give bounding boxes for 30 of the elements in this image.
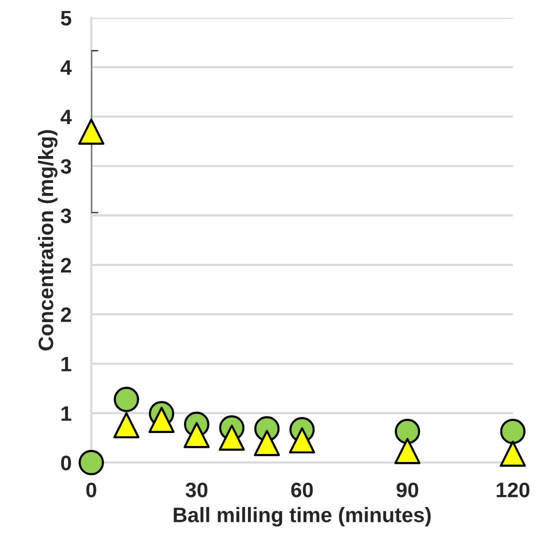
- point: [78, 118, 104, 145]
- y-tick-label: 2: [60, 307, 72, 322]
- point: [218, 424, 245, 451]
- y-tick-label: 1: [62, 406, 72, 421]
- point: [500, 440, 526, 467]
- y-tick-label: 3: [60, 208, 72, 224]
- y-tick-label: 3: [60, 159, 72, 174]
- point: [184, 422, 210, 448]
- y-axis-title: Concentration (mg/kg): [38, 130, 58, 350]
- point: [78, 450, 104, 476]
- x-tick-label: 0: [86, 482, 96, 498]
- point: [254, 430, 280, 456]
- y-tick-label: 1: [62, 356, 72, 372]
- point: [288, 427, 316, 454]
- x-axis-title: Ball milling time (minutes): [174, 507, 431, 527]
- point: [113, 412, 140, 438]
- x-tick-label: 60: [291, 482, 313, 498]
- point: [394, 418, 420, 444]
- point: [500, 418, 526, 444]
- y-tick-label: 5: [60, 11, 72, 26]
- x-tick-label: 90: [396, 482, 418, 498]
- y-tick-label: 2: [60, 258, 72, 272]
- x-tick-label: 120: [496, 482, 530, 498]
- y-tick-label: 0: [61, 456, 71, 470]
- point: [114, 386, 140, 412]
- point: [148, 406, 175, 433]
- point: [394, 438, 421, 464]
- y-tick-label: 4: [60, 110, 72, 124]
- x-tick-label: 30: [186, 482, 208, 498]
- y-tick-label: 4: [60, 60, 72, 75]
